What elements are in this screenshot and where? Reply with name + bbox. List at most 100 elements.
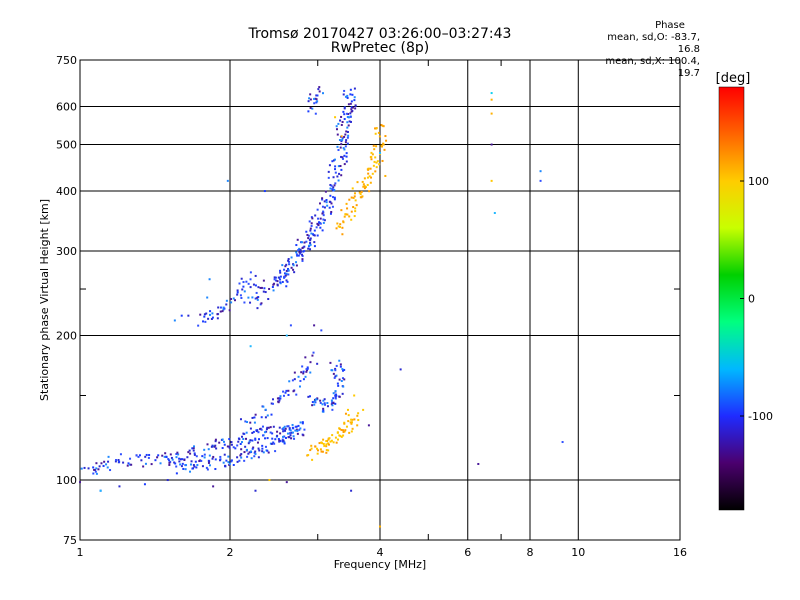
data-point	[147, 456, 150, 459]
data-point	[175, 472, 178, 475]
data-point	[338, 427, 341, 430]
data-point	[295, 425, 298, 428]
data-point	[302, 370, 305, 373]
data-point	[349, 421, 352, 424]
data-point	[240, 296, 243, 299]
data-point	[203, 453, 206, 456]
data-point	[217, 306, 220, 309]
data-point	[302, 378, 305, 381]
data-point	[305, 369, 308, 372]
data-point	[243, 290, 246, 293]
y-tick-label: 300	[56, 245, 77, 258]
data-point	[381, 124, 384, 127]
data-point	[343, 148, 346, 151]
data-point	[193, 452, 196, 455]
data-point	[309, 93, 312, 96]
data-point	[342, 147, 345, 150]
data-point	[309, 361, 312, 364]
data-point	[379, 525, 381, 528]
data-point	[334, 116, 337, 119]
data-point	[379, 152, 381, 155]
data-point	[342, 434, 345, 437]
data-point	[305, 230, 308, 233]
data-point	[297, 249, 300, 252]
data-point	[342, 221, 345, 224]
data-point	[306, 233, 309, 236]
y-tick-label: 600	[56, 101, 77, 114]
data-point	[260, 302, 263, 305]
data-point	[338, 359, 341, 362]
colorbar-ticks: 100 0 -100	[740, 175, 773, 423]
data-point	[316, 397, 319, 400]
data-point	[299, 421, 302, 424]
data-point	[232, 463, 235, 466]
data-point	[234, 299, 237, 302]
data-point	[321, 450, 324, 453]
data-point	[384, 135, 387, 138]
data-point	[341, 120, 344, 123]
data-point	[308, 220, 311, 223]
data-point	[230, 298, 233, 301]
data-point	[284, 436, 287, 439]
data-point	[371, 172, 374, 175]
data-point	[350, 110, 353, 113]
data-point	[328, 206, 331, 209]
x-tick-label: 6	[464, 546, 471, 559]
data-point	[252, 446, 255, 449]
data-point	[348, 120, 351, 123]
data-point	[338, 225, 341, 228]
data-point	[322, 218, 325, 221]
data-point	[284, 429, 287, 432]
data-point	[345, 112, 348, 115]
data-point	[213, 445, 216, 448]
data-point	[278, 440, 281, 443]
data-point	[249, 421, 252, 424]
axis-ticks: 1 2 4 6 8 10 16 75 100 200 300 400 500 600 750	[56, 54, 687, 559]
data-point	[207, 461, 210, 464]
data-point	[301, 259, 304, 262]
data-point	[317, 217, 320, 220]
data-point	[245, 431, 248, 434]
data-point	[249, 278, 252, 281]
data-point	[339, 165, 342, 168]
data-point	[252, 430, 255, 433]
data-point	[279, 281, 282, 284]
data-point	[375, 145, 378, 148]
data-point	[353, 87, 356, 90]
data-point	[347, 420, 350, 423]
data-point	[316, 447, 319, 450]
data-point	[267, 426, 270, 429]
data-point	[276, 284, 279, 287]
data-point	[327, 170, 330, 173]
data-point	[205, 312, 208, 315]
data-point	[311, 354, 314, 357]
data-point	[319, 448, 322, 451]
data-point	[329, 212, 332, 215]
data-point	[313, 234, 316, 237]
data-point	[277, 276, 280, 279]
data-point	[342, 431, 345, 434]
data-point	[305, 368, 308, 371]
data-point	[321, 197, 324, 200]
data-point	[163, 455, 166, 458]
data-point	[360, 190, 363, 193]
data-point	[203, 456, 206, 459]
data-point	[203, 315, 206, 318]
data-point	[319, 202, 322, 205]
data-point	[270, 442, 273, 445]
data-point	[260, 286, 263, 289]
data-point	[305, 370, 308, 373]
data-point	[228, 446, 231, 449]
data-point	[115, 459, 118, 462]
data-point	[179, 458, 182, 461]
data-point	[157, 454, 160, 457]
data-point	[305, 240, 308, 243]
data-point	[219, 455, 222, 458]
data-point	[374, 132, 377, 135]
data-point	[318, 86, 321, 89]
data-point	[186, 456, 189, 459]
data-point	[327, 438, 330, 441]
data-point	[561, 441, 564, 444]
data-point	[285, 263, 288, 266]
